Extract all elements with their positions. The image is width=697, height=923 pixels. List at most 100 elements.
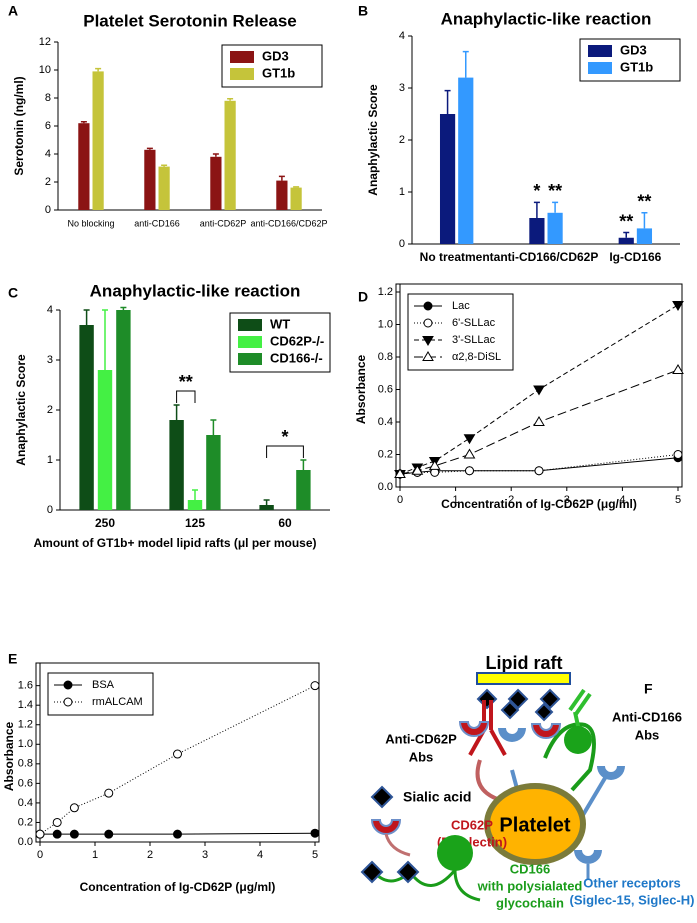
cd166-label: with polysialated: [477, 878, 583, 893]
raft: [476, 672, 571, 685]
y-tick-label: 1.4: [18, 699, 33, 711]
panel-label: D: [358, 289, 368, 305]
point: [104, 829, 114, 839]
legend-label: 6'-SLLac: [452, 317, 496, 329]
error-bar: [83, 309, 90, 325]
point: [673, 450, 683, 459]
y-tick-label: 0.6: [378, 383, 393, 395]
raft-label: Lipid raft: [486, 653, 563, 673]
point: [310, 681, 320, 691]
error-bar: [210, 419, 217, 435]
error-bar: [278, 175, 285, 181]
x-tick-label: anti-CD166: [134, 218, 180, 228]
cd166-key: [437, 835, 473, 871]
cd166: [564, 726, 592, 754]
y-tick-label: 0.4: [378, 416, 393, 428]
x-tick-label: 2: [508, 494, 514, 506]
error-bar: [293, 186, 300, 188]
legend-swatch: [588, 62, 612, 74]
y-tick-label: 3: [399, 82, 405, 94]
legend-box: [47, 672, 154, 716]
point: [69, 803, 79, 813]
point: [104, 788, 114, 798]
bar: [547, 212, 563, 244]
y-tick-label: 1: [47, 454, 53, 466]
error-bar: [552, 201, 559, 213]
y-tick-label: 0: [47, 504, 53, 516]
panel-label: C: [8, 285, 18, 301]
y-tick-label: 3: [47, 354, 53, 366]
y-tick-label: 2: [47, 404, 53, 416]
bracket-label: **: [179, 372, 193, 392]
error-bar: [102, 309, 108, 370]
platelet: [484, 783, 586, 865]
point: [465, 466, 474, 476]
series-line: [399, 454, 679, 475]
x-tick-label: No blocking: [67, 218, 114, 228]
significance: *: [533, 181, 540, 201]
bar: [158, 166, 170, 210]
y-tick-label: 4: [399, 30, 405, 42]
ab-label: Abs: [635, 727, 660, 742]
y-axis-title: Anaphylactic Score: [366, 84, 380, 196]
y-tick-label: 2: [399, 134, 405, 146]
point: [533, 416, 545, 426]
x-tick-label: 60: [278, 516, 292, 530]
y-tick-label: 1.0: [378, 318, 393, 330]
panel-label: F: [644, 681, 653, 697]
error-bar: [300, 459, 307, 470]
point: [463, 448, 476, 459]
y-tick-label: 2: [45, 176, 51, 188]
error-bar: [641, 212, 648, 229]
y-tick-label: 0.8: [378, 351, 393, 363]
panel-label: A: [8, 3, 18, 19]
bar: [206, 435, 221, 510]
sialic-label: Sialic acid: [403, 789, 471, 805]
bar: [529, 218, 545, 244]
error-bar: [173, 404, 180, 420]
legend-label: GT1b: [262, 65, 295, 80]
legend-label: GT1b: [620, 59, 653, 74]
point: [463, 434, 476, 445]
y-tick-label: 1.0: [18, 738, 33, 750]
bar: [259, 505, 274, 510]
chart-title: Anaphylactic-like reaction: [90, 281, 301, 300]
bar: [92, 71, 104, 211]
bar: [187, 500, 203, 510]
bracket-label: *: [281, 427, 288, 447]
y-tick-label: 4: [47, 304, 53, 316]
panel-label: B: [358, 3, 368, 19]
error-bar: [80, 121, 87, 124]
point: [35, 829, 45, 839]
y-tick-label: 0: [45, 204, 51, 216]
error-bar: [192, 489, 198, 500]
bar: [169, 420, 184, 510]
point: [672, 364, 684, 374]
y-tick-label: 0: [399, 238, 405, 250]
legend-swatch: [238, 353, 262, 365]
significance: **: [548, 181, 562, 201]
y-tick-label: 0.4: [18, 797, 33, 809]
receptor-sialic: [500, 700, 554, 722]
bar: [78, 123, 90, 210]
bar: [439, 114, 456, 244]
error-bar: [263, 499, 270, 505]
error-bar: [462, 50, 469, 78]
ab-label: Anti-CD62P: [385, 731, 457, 746]
y-tick-label: 10: [39, 64, 51, 76]
chart-title: Platelet Serotonin Release: [83, 11, 297, 30]
bar: [97, 370, 113, 510]
x-tick-label: 5: [675, 494, 681, 506]
y-tick-label: 0.0: [378, 481, 393, 493]
error-bar: [95, 67, 102, 72]
y-tick-label: 0.8: [18, 758, 33, 770]
legend-marker: [423, 318, 433, 328]
error-bar: [444, 89, 451, 114]
other-key: [574, 850, 602, 864]
cd166-label: glycochain: [496, 895, 564, 910]
x-tick-label: 1: [92, 849, 98, 861]
x-tick-label: 125: [185, 516, 205, 530]
sialic-key: [370, 785, 394, 809]
bar: [618, 237, 634, 244]
x-tick-label: 0: [37, 849, 43, 861]
